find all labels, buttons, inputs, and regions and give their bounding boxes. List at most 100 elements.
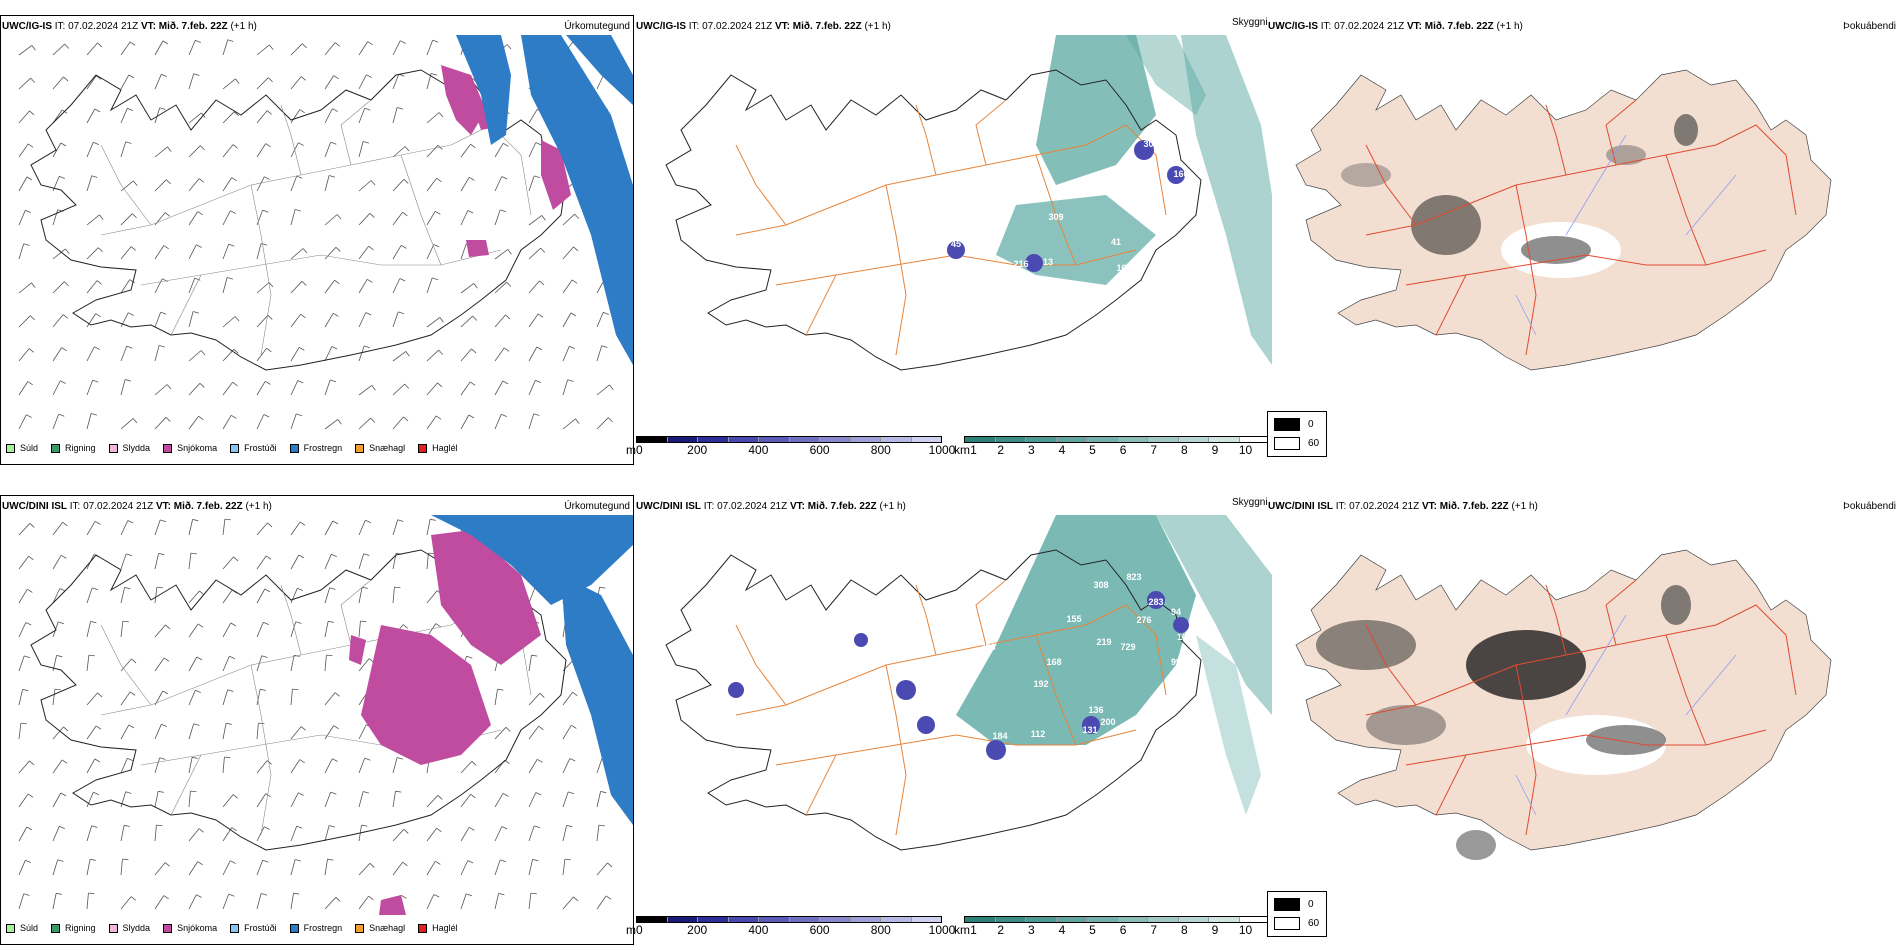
road (1085, 124, 1167, 216)
wind-barb-flag (603, 311, 609, 315)
valid-time-prefix: VT: (140, 21, 156, 32)
wind-barb (18, 210, 26, 226)
panel-title: Úrkomutegund (564, 21, 630, 32)
wind-barb-flag (599, 586, 606, 589)
wind-barb-flag (434, 860, 441, 865)
freezing-rain-areas (431, 515, 633, 825)
wind-barb-flag (366, 278, 373, 283)
wind-barb-flag (231, 827, 237, 832)
wind-barb-flag (333, 725, 339, 730)
wind-barb (426, 894, 435, 910)
legend-item: Frostregn (289, 923, 342, 933)
wind-barb-flag (328, 175, 336, 178)
wind-barb-flag (224, 518, 231, 521)
wind-barb-flag (399, 278, 406, 282)
wind-barb-flag (402, 211, 408, 217)
colorbar-cell (728, 917, 759, 922)
wind-barb (290, 347, 300, 362)
wind-barb (290, 521, 301, 536)
wind-barb-flag (530, 892, 537, 895)
wind-barb-flag (156, 586, 163, 589)
wind-barb-flag (539, 693, 545, 698)
wind-barb-flag (467, 860, 474, 864)
wind-barb (426, 519, 431, 536)
wind-barb (120, 825, 125, 842)
wind-barb (324, 859, 328, 876)
wind-barb (188, 791, 191, 808)
colorbar-tick: 10 (1238, 443, 1253, 457)
wind-barb (256, 347, 267, 362)
road (1365, 624, 1717, 716)
wind-barb-flag (503, 347, 510, 352)
wind-barb-flag (56, 655, 63, 658)
wind-barb-flag (27, 793, 34, 798)
wind-barb (154, 553, 159, 570)
wind-barb-flag (24, 655, 31, 659)
legend-item: Súld (6, 923, 38, 933)
wind-barb-flag (91, 175, 98, 178)
colorbar-cell (911, 917, 941, 922)
legend-label: Haglél (432, 443, 458, 453)
wind-barb-flag (365, 312, 372, 316)
wind-barb (358, 587, 363, 604)
fog-patch (1466, 630, 1586, 700)
precip-type-frame (0, 15, 634, 465)
wind-barb-flag (99, 214, 104, 220)
wind-barb-flag (332, 758, 338, 762)
wind-barb-flag (126, 553, 133, 557)
lead-time: (+1 h) (1511, 501, 1538, 512)
wind-barb-flag (162, 40, 169, 45)
peak-label: 219 (1096, 637, 1111, 647)
wind-barb-flag (20, 722, 27, 725)
wind-barb-flag (158, 790, 164, 793)
wind-barb-flag (125, 791, 132, 794)
wind-barb-flag (200, 350, 206, 356)
wind-barb-flag (403, 179, 409, 184)
wind-barb-flag (234, 111, 239, 117)
wind-barb (358, 791, 364, 808)
wind-barb-flag (60, 792, 67, 797)
wind-barb-flag (63, 726, 69, 732)
wind-barb-flag (60, 142, 67, 147)
init-time: IT: 07.02.2024 21Z (703, 501, 788, 512)
cloud-base-spot (728, 682, 744, 698)
colorbar-cell (881, 917, 912, 922)
wind-barb-flag (362, 586, 368, 589)
wind-barb (324, 379, 331, 396)
colorbar-tick: 9 (1211, 923, 1219, 937)
legend-swatch (355, 923, 365, 933)
wind-barb-flag (506, 281, 512, 287)
model-name: UWC/IG-IS (1268, 21, 1318, 32)
wind-barb-flag (230, 414, 237, 419)
wind-barb-flag (268, 77, 273, 83)
wind-barb-flag (195, 39, 201, 43)
wind-barb (324, 346, 333, 362)
wind-barb (86, 142, 94, 158)
road (250, 664, 272, 836)
wind-barb (18, 243, 25, 260)
peak-label: 41 (1111, 237, 1121, 247)
peak-label: 112 (1031, 729, 1046, 739)
wind-barb-flag (574, 213, 580, 219)
wind-barb-flag (605, 895, 612, 900)
wind-barb-flag (535, 379, 541, 383)
colorbar-cell (1087, 437, 1118, 442)
wind-barb (52, 43, 65, 56)
wind-barb-flag (234, 316, 240, 322)
fog-patch (1586, 725, 1666, 755)
legend-swatch (418, 443, 428, 453)
iceland-land (1295, 549, 1832, 851)
wind-barb (290, 109, 301, 124)
colorbar-cell (1209, 437, 1240, 442)
cloud-base-spot (854, 633, 868, 647)
wind-barb-flag (405, 351, 410, 357)
wind-barb (494, 347, 505, 362)
wind-barb (290, 380, 299, 396)
wind-barb (188, 178, 200, 192)
visibility-band (1036, 35, 1156, 185)
roads (735, 579, 1167, 836)
run-header: UWC/DINI ISL IT: 07.02.2024 21Z VT: Mið.… (1268, 501, 1538, 512)
wind-barb (256, 209, 264, 226)
wind-barb (528, 313, 539, 328)
wind-barb (256, 414, 265, 430)
